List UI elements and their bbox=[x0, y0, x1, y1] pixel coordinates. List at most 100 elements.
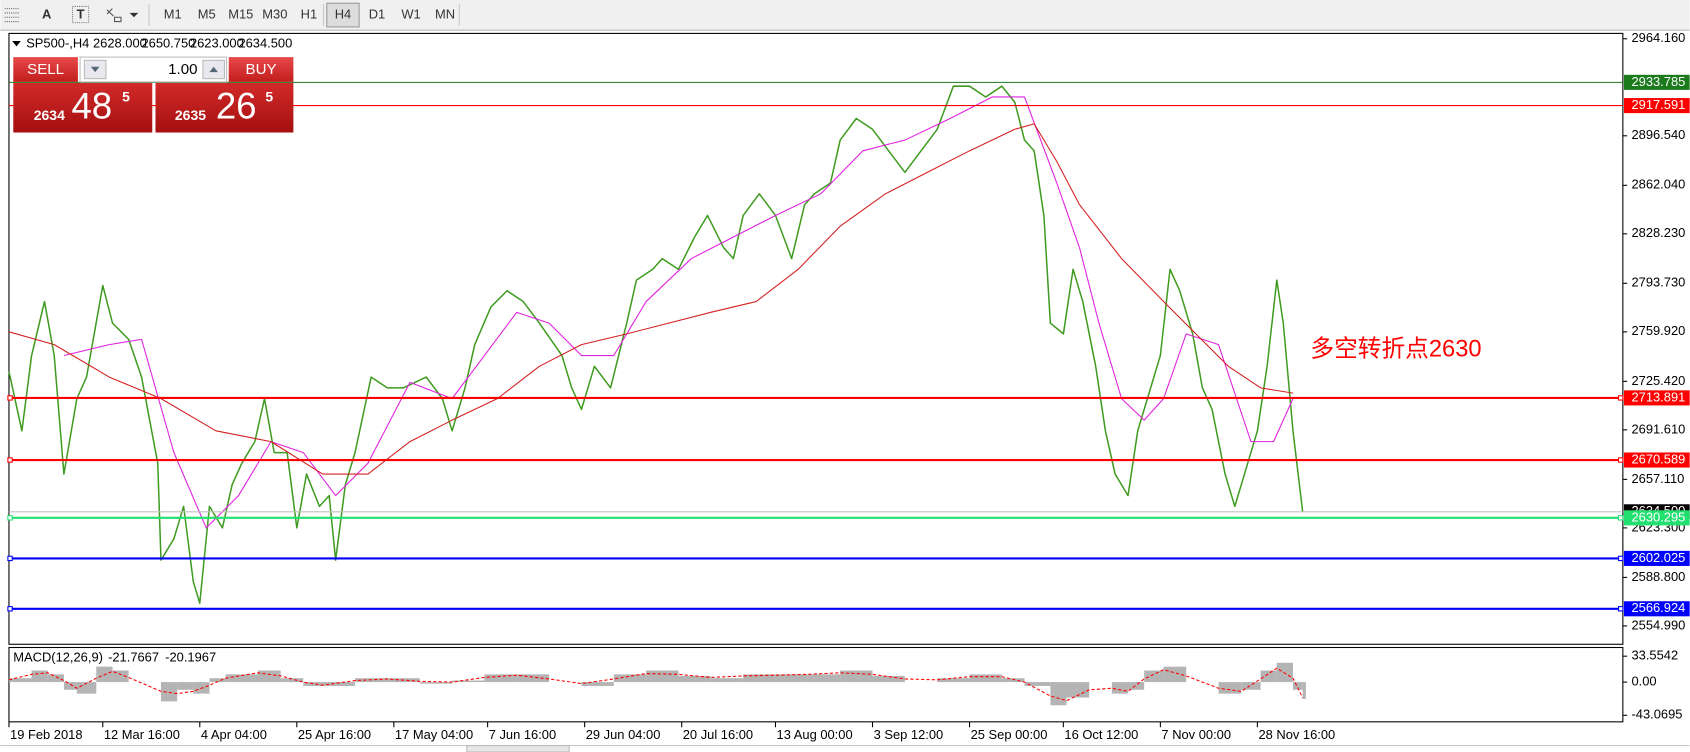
plot: 2964.160 2896.540 2862.040 2828.230 2793.730… bbox=[7, 30, 1690, 742]
macd-bar bbox=[1302, 682, 1306, 699]
level-handle bbox=[1618, 555, 1624, 562]
x-tick-label: 3 Sep 12:00 bbox=[874, 727, 944, 742]
y-tick-label: 2828.230 bbox=[1631, 225, 1685, 240]
macd-bar bbox=[872, 675, 905, 683]
macd-bar bbox=[613, 674, 647, 683]
y-tick-label: 2554.990 bbox=[1631, 617, 1685, 632]
macd-bar bbox=[1111, 682, 1129, 694]
timeframe-button[interactable]: D1 bbox=[369, 6, 386, 21]
macd-bar bbox=[47, 674, 64, 683]
macd-bar bbox=[280, 678, 304, 683]
macd-bar bbox=[484, 674, 517, 683]
macd-bar bbox=[1001, 678, 1025, 683]
y-tick-label: -43.0695 bbox=[1631, 707, 1682, 722]
level-label: 2566.924 bbox=[1631, 600, 1685, 615]
trade-panel: SELL 1.00 BUY 2634 48 5 2635 26 5 bbox=[13, 56, 294, 133]
ask-pips: 26 bbox=[216, 85, 257, 126]
level-handle bbox=[7, 606, 13, 612]
level-tag bbox=[1623, 510, 1690, 526]
lot-up-icon bbox=[209, 66, 218, 73]
symbol-title: SP500-,H4 bbox=[26, 36, 89, 51]
timeframe-bar: M1 M5 M15 M30 H1 H4 D1 W1 MN bbox=[164, 2, 460, 28]
shapes-tool[interactable] bbox=[106, 8, 139, 23]
sell-label[interactable]: SELL bbox=[27, 61, 64, 78]
macd-bar bbox=[1292, 682, 1303, 690]
ask-fraction: 5 bbox=[265, 89, 273, 105]
timeframe-button[interactable]: MN bbox=[435, 6, 455, 21]
y-tick-label: 2588.800 bbox=[1631, 569, 1685, 584]
x-tick-label: 13 Aug 00:00 bbox=[777, 727, 853, 742]
timeframe-button[interactable]: W1 bbox=[401, 6, 420, 21]
y-tick-label: 2691.610 bbox=[1631, 421, 1685, 436]
macd-readout: -21.7667 bbox=[108, 650, 159, 665]
macd-bar bbox=[63, 682, 77, 690]
timeframe-button[interactable]: M1 bbox=[164, 6, 182, 21]
level-handle bbox=[1618, 457, 1624, 463]
level-label: 2917.591 bbox=[1631, 97, 1685, 112]
macd-bar bbox=[160, 682, 178, 702]
level-label: 2630.295 bbox=[1631, 509, 1685, 524]
y-tick-label: 2862.040 bbox=[1631, 177, 1685, 192]
y-tick-label: 33.5542 bbox=[1631, 648, 1678, 663]
timeframe-button[interactable]: M30 bbox=[262, 6, 287, 21]
price-panel bbox=[8, 32, 1624, 645]
x-tick-label: 29 Jun 04:00 bbox=[586, 727, 661, 742]
timeframe-button[interactable]: H4 bbox=[335, 6, 351, 21]
timeframe-button[interactable]: M5 bbox=[198, 6, 216, 21]
macd-bar bbox=[710, 678, 744, 683]
macd-bar bbox=[1260, 670, 1277, 683]
macd-bar bbox=[322, 682, 356, 686]
macd-panel bbox=[8, 646, 1624, 723]
timeframe-button[interactable]: M15 bbox=[228, 6, 253, 21]
sell-button[interactable] bbox=[13, 57, 78, 82]
macd-bar bbox=[646, 670, 679, 683]
macd-bar bbox=[516, 674, 550, 683]
lot-value[interactable]: 1.00 bbox=[168, 61, 197, 78]
x-tick-label: 4 Apr 04:00 bbox=[201, 727, 267, 742]
level-handle bbox=[7, 515, 13, 521]
macd-bar bbox=[31, 670, 48, 683]
x-tick-label: 7 Jun 16:00 bbox=[489, 727, 556, 742]
ohlc-value: 2650.750 bbox=[141, 36, 195, 51]
macd-bar bbox=[1241, 682, 1261, 690]
timeframe-button[interactable]: H1 bbox=[301, 6, 318, 21]
level-handle bbox=[7, 555, 13, 562]
text-tool[interactable]: A bbox=[42, 6, 51, 21]
symbol-menu-icon[interactable] bbox=[12, 40, 21, 47]
level-handle bbox=[1618, 606, 1624, 612]
label-tool[interactable]: T bbox=[77, 6, 85, 21]
level-tag bbox=[1623, 601, 1690, 617]
macd-bar bbox=[1024, 682, 1051, 686]
x-tick-label: 7 Nov 00:00 bbox=[1161, 727, 1231, 742]
level-tag bbox=[1623, 98, 1690, 114]
ohlc-value: 2634.500 bbox=[238, 36, 292, 51]
label-tool-frame[interactable] bbox=[71, 5, 90, 24]
buy-button[interactable] bbox=[228, 57, 294, 82]
macd-bar bbox=[1050, 682, 1067, 706]
scroll-tab[interactable] bbox=[466, 744, 570, 752]
macd-bar bbox=[775, 674, 808, 683]
y-tick-label: 0.00 bbox=[1631, 673, 1656, 688]
bid-box[interactable] bbox=[13, 82, 153, 133]
x-tick-label: 12 Mar 16:00 bbox=[104, 727, 180, 742]
level-label: 2670.589 bbox=[1631, 451, 1685, 466]
signal-line bbox=[8, 667, 1304, 702]
macd-bar bbox=[1218, 682, 1242, 694]
macd-bar bbox=[225, 674, 259, 683]
macd-bar bbox=[209, 678, 226, 683]
x-tick-label: 20 Jul 16:00 bbox=[683, 727, 753, 742]
ask-box[interactable] bbox=[155, 82, 294, 133]
crosshair-icon[interactable] bbox=[4, 8, 20, 23]
x-tick-label: 16 Oct 12:00 bbox=[1064, 727, 1138, 742]
toolbar-bg bbox=[0, 0, 1690, 31]
macd-bar bbox=[581, 682, 614, 686]
level-tag bbox=[1623, 550, 1690, 566]
ohlc-value: 2623.000 bbox=[190, 36, 244, 51]
level-tag bbox=[1623, 452, 1690, 468]
macd-bar bbox=[1163, 666, 1187, 683]
price-line bbox=[8, 85, 1304, 604]
lot-down-icon bbox=[90, 66, 100, 73]
buy-label[interactable]: BUY bbox=[246, 61, 277, 78]
